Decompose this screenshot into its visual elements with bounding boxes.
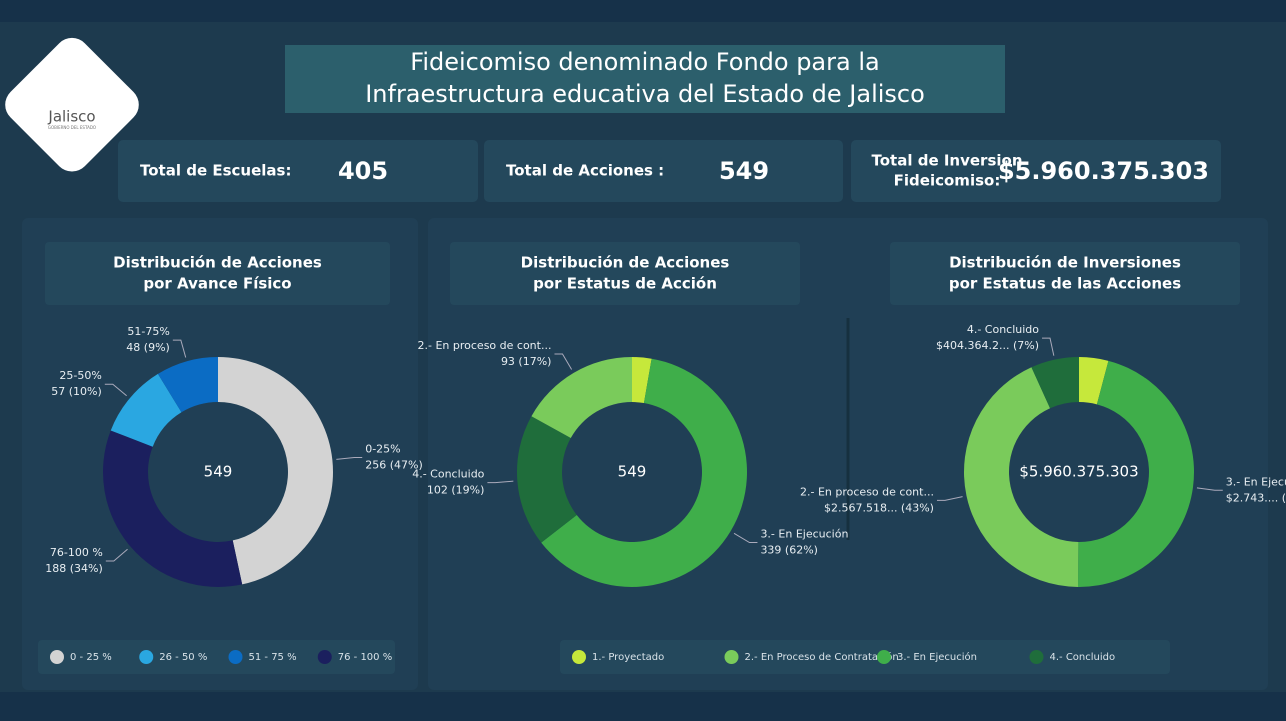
slice xyxy=(632,357,652,404)
slice-label: 0-25% xyxy=(365,443,400,456)
slice-label: 4.- Concluido xyxy=(412,468,484,481)
leader-line xyxy=(487,480,514,484)
leader-line xyxy=(733,532,758,544)
slice-value-label: $2.567.518... (43%) xyxy=(824,501,934,514)
chart-title: por Avance Físico xyxy=(143,275,291,293)
bottom-bar xyxy=(0,692,1286,721)
logo xyxy=(5,37,139,172)
slice xyxy=(110,373,182,447)
legend-label: 3.- En Ejecución xyxy=(897,651,977,663)
legend-label: 0 - 25 % xyxy=(70,652,112,663)
kpi-box xyxy=(484,140,843,202)
slice xyxy=(1031,357,1079,409)
legend-box xyxy=(560,640,1170,674)
top-bar xyxy=(0,0,1286,22)
slice xyxy=(157,357,218,413)
legend-swatch xyxy=(724,650,739,664)
slice xyxy=(103,430,243,587)
legend-label: 1.- Proyectado xyxy=(592,652,664,663)
slice xyxy=(541,358,747,587)
leader-line xyxy=(1042,337,1055,356)
chart-title: Distribución de Acciones xyxy=(521,254,730,272)
legend-box xyxy=(38,640,395,674)
slice-label: 3.- En Ejecución xyxy=(760,528,848,541)
slice-label: 76-100 % xyxy=(50,546,103,559)
chart-title: Distribución de Inversiones xyxy=(949,254,1181,272)
slice xyxy=(1077,360,1194,588)
legend-label: 51 - 75 % xyxy=(249,652,297,663)
legend-swatch xyxy=(877,650,891,664)
kpi-value: $5.960.375.303 xyxy=(998,157,1209,185)
legend-swatch xyxy=(1029,650,1044,664)
chart-title-box xyxy=(890,242,1240,305)
chart-title-box xyxy=(45,242,390,305)
chart-title: Distribución de Acciones xyxy=(113,254,322,272)
panel xyxy=(22,218,418,690)
legend-label: 26 - 50 % xyxy=(159,652,207,663)
kpi-value: 549 xyxy=(719,157,769,185)
chart-title-box xyxy=(450,242,800,305)
slice xyxy=(531,357,632,439)
slice-label: 4.- Concluido xyxy=(967,323,1039,336)
slice-value-label: 188 (34%) xyxy=(45,562,103,575)
kpi-box xyxy=(118,140,478,202)
legend-swatch xyxy=(228,650,243,664)
chart-title: por Estatus de Acción xyxy=(533,275,717,293)
leader-line xyxy=(936,496,963,501)
slice-value-label: 57 (10%) xyxy=(51,385,102,398)
center-label: $5.960.375.303 xyxy=(1019,463,1138,481)
leader-line xyxy=(104,383,127,397)
chart-title: por Estatus de las Acciones xyxy=(949,275,1181,293)
kpi-label: Total de Inversion xyxy=(872,152,1023,170)
leader-line xyxy=(172,339,187,358)
slice-value-label: 339 (62%) xyxy=(760,544,818,557)
kpi-box xyxy=(851,140,1221,202)
logo-text: Jalisco xyxy=(47,108,95,126)
legend-swatch xyxy=(50,650,64,664)
slice-value-label: $2.743.... (46%) xyxy=(1226,491,1286,504)
leader-line xyxy=(336,457,363,460)
center-label: 549 xyxy=(618,463,647,481)
slice-value-label: 256 (47%) xyxy=(365,459,423,472)
center-label: 549 xyxy=(204,463,233,481)
slice-label: 3.- En Ejecución xyxy=(1226,475,1286,488)
slice xyxy=(517,416,577,543)
leader-line xyxy=(1196,487,1223,491)
legend-swatch xyxy=(139,650,154,664)
kpi-label: Total de Escuelas: xyxy=(140,162,291,180)
legend-label: 4.- Concluido xyxy=(1050,652,1116,663)
kpi-label: Total de Acciones : xyxy=(506,162,664,180)
kpi-value: 405 xyxy=(338,157,388,185)
slice xyxy=(218,357,333,585)
leader-line xyxy=(554,353,573,370)
kpi-label: Fideicomiso: xyxy=(894,172,1001,190)
logo-sub: GOBIERNO DEL ESTADO xyxy=(48,125,96,130)
slice-label: 2.- En proceso de cont... xyxy=(800,485,934,498)
legend-label: 76 - 100 % xyxy=(338,652,392,663)
slice xyxy=(964,367,1079,587)
slice-value-label: $404.364.2... (7%) xyxy=(936,339,1039,352)
legend-swatch xyxy=(317,650,332,664)
slice-label: 25-50% xyxy=(59,369,101,382)
leader-line xyxy=(105,548,128,562)
slice-label: 2.- En proceso de cont... xyxy=(418,339,552,352)
title: Infraestructura educativa del Estado de … xyxy=(365,80,925,108)
slice-value-label: 102 (19%) xyxy=(427,484,485,497)
legend-label: 2.- En Proceso de Contratación xyxy=(745,651,899,663)
title: Fideicomiso denominado Fondo para la xyxy=(410,48,879,76)
slice xyxy=(1079,357,1109,405)
slice-value-label: 48 (9%) xyxy=(126,341,170,354)
legend-swatch xyxy=(572,650,586,664)
title-box xyxy=(285,45,1005,113)
slice-value-label: 93 (17%) xyxy=(501,355,552,368)
slice-label: 51-75% xyxy=(127,325,169,338)
